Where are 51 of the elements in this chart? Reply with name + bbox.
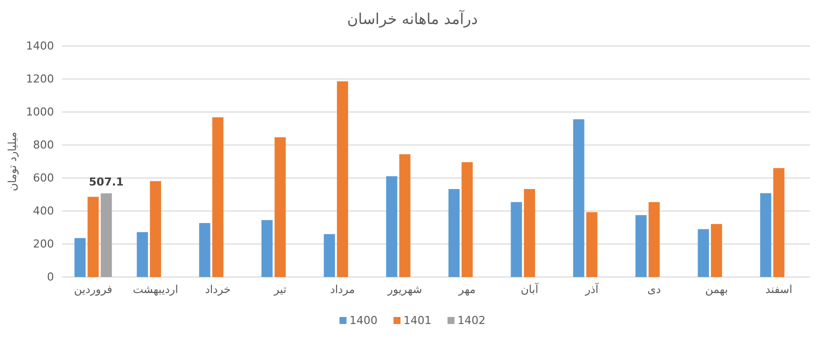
x-tick-label: اسفند <box>765 282 792 296</box>
x-tick-label: شهریور <box>386 282 422 296</box>
legend-label: 1401 <box>404 314 432 327</box>
bar <box>199 223 210 277</box>
x-tick-label: اردیبهشت <box>132 282 178 296</box>
bar <box>586 212 598 277</box>
bar <box>773 168 784 277</box>
x-tick-label: خرداد <box>204 282 231 296</box>
y-tick-label: 400 <box>33 204 54 218</box>
bar <box>100 193 112 277</box>
y-axis-title: میلیارد تومان <box>6 132 19 192</box>
bar <box>212 117 224 277</box>
y-tick-label: 200 <box>33 238 54 251</box>
legend-label: 1400 <box>350 314 378 327</box>
x-tick-label: آبان <box>520 282 540 296</box>
y-tick-label: 600 <box>33 172 54 185</box>
bar <box>136 232 148 277</box>
y-tick-label: 1200 <box>26 72 54 86</box>
bar <box>261 220 273 277</box>
x-tick-label: آذر <box>584 282 600 296</box>
y-tick-label: 1400 <box>26 40 54 53</box>
x-tick-label: مرداد <box>330 282 356 296</box>
bar <box>274 137 286 277</box>
bar <box>760 193 772 277</box>
x-tick-label: دی <box>647 282 662 296</box>
bar <box>510 202 522 277</box>
bar <box>324 234 335 277</box>
bar <box>635 215 647 277</box>
bar <box>88 196 99 277</box>
legend-label: 1402 <box>458 314 486 327</box>
y-tick-label: 0 <box>47 270 54 284</box>
bar <box>573 119 584 277</box>
bar <box>710 224 722 277</box>
bar <box>448 189 460 277</box>
data-label: 507.1 <box>88 175 124 188</box>
bar <box>698 229 709 277</box>
bar <box>74 238 86 277</box>
chart-title: درآمد ماهانه خراسان <box>347 9 478 28</box>
y-tick-label: 800 <box>33 138 54 152</box>
x-tick-label: فروردین <box>74 282 112 296</box>
bar <box>648 202 660 277</box>
bar <box>386 176 398 277</box>
bar <box>462 162 473 277</box>
x-tick-label: مهر <box>458 282 476 296</box>
x-tick-label: تیر <box>272 282 286 296</box>
x-tick-label: بهمن <box>705 282 728 296</box>
bar <box>150 181 162 277</box>
y-tick-label: 1000 <box>26 106 54 119</box>
bar <box>524 189 536 277</box>
bar <box>336 81 348 277</box>
bar <box>399 154 410 277</box>
